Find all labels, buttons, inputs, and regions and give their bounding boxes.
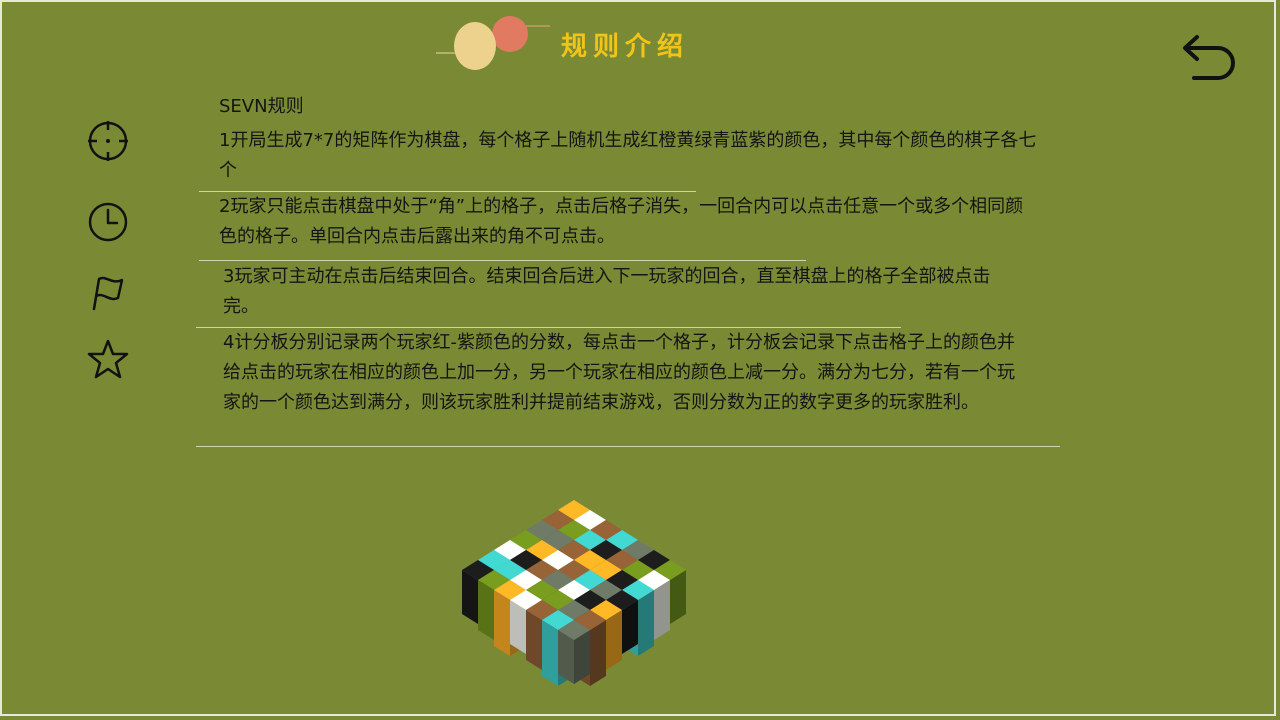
rules-heading: SEVN规则: [219, 96, 304, 117]
board-cube: [558, 620, 590, 684]
sidebar-item-flag[interactable]: [80, 265, 136, 321]
divider: [196, 446, 1060, 447]
divider: [199, 191, 696, 192]
rule-item-2: 2玩家只能点击棋盘中处于“角”上的格子，点击后格子消失，一回合内可以点击任意一个…: [219, 196, 1024, 247]
undo-arrow-icon: [1183, 35, 1235, 80]
back-button[interactable]: [1176, 34, 1242, 90]
divider: [199, 260, 806, 261]
page-title: 规则介绍: [561, 32, 690, 62]
rule-item-1: 1开局生成7*7的矩阵作为棋盘，每个格子上随机生成红橙黄绿青蓝紫的颜色，其中每个…: [219, 130, 1037, 181]
rule-item-4: 4计分板分别记录两个玩家红-紫颜色的分数，每点击一个格子，计分板会记录下点击格子…: [223, 332, 1015, 413]
header-decoration-icon: [436, 16, 550, 70]
flag-icon: [92, 276, 124, 311]
star-icon: [87, 339, 129, 379]
rule-item-3: 3玩家可主动在点击后结束回合。结束回合后进入下一玩家的回合，直至棋盘上的格子全部…: [223, 266, 991, 317]
sidebar-item-favorite[interactable]: [80, 332, 136, 388]
sidebar-item-history[interactable]: [80, 194, 136, 250]
sidebar-item-target[interactable]: [80, 113, 136, 169]
page-header: 规则介绍: [430, 12, 750, 76]
clock-icon: [88, 202, 128, 242]
divider: [196, 327, 901, 328]
game-board-illustration: [462, 500, 686, 686]
crosshair-icon: [88, 121, 128, 161]
sidebar: [80, 110, 140, 410]
board-cube: [494, 580, 526, 656]
